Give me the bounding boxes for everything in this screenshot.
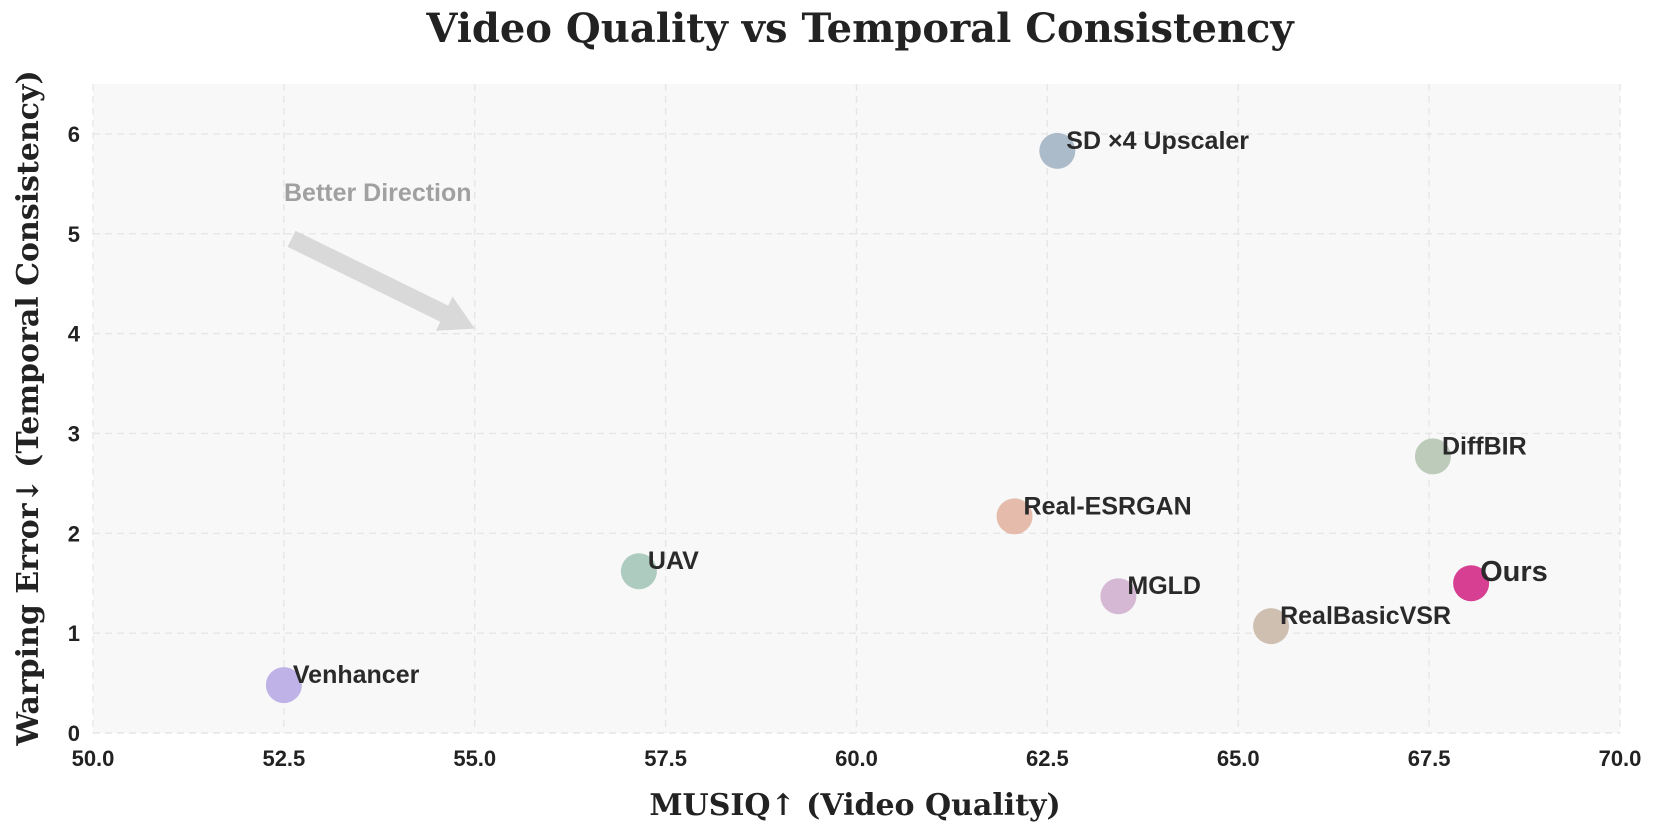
x-tick-label: 60.0 xyxy=(835,746,878,771)
y-tick-label: 4 xyxy=(68,322,81,347)
annotation-text: Better Direction xyxy=(284,179,472,207)
grid xyxy=(92,84,1621,734)
x-tick-label: 57.5 xyxy=(644,746,687,771)
better-direction-arrow-icon xyxy=(287,230,475,331)
x-tick-label: 52.5 xyxy=(262,746,305,771)
x-tick-label: 62.5 xyxy=(1026,746,1069,771)
point-label-real-esrgan: Real-ESRGAN xyxy=(1024,492,1192,520)
point-realbasicvsr xyxy=(1253,608,1290,645)
point-ours xyxy=(1453,565,1490,602)
y-tick-label: 3 xyxy=(68,421,80,446)
y-tick-label: 0 xyxy=(68,721,80,746)
point-label-mgld: MGLD xyxy=(1127,572,1201,600)
point-label-diffbir: DiffBIR xyxy=(1442,432,1527,460)
point-label-uav: UAV xyxy=(648,547,699,575)
y-tick-label: 2 xyxy=(68,521,80,546)
point-label-sd-4-upscaler: SD ×4 Upscaler xyxy=(1066,127,1249,155)
x-axis-label: MUSIQ↑ (Video Quality) xyxy=(649,788,1060,823)
point-venhancer xyxy=(265,667,302,704)
better-direction-annotation: Better Direction xyxy=(284,179,475,331)
point-labels: SD ×4 Upscaler DiffBIR Real-ESRGAN UAV MGLD O… xyxy=(293,127,1548,689)
y-tick-label: 5 xyxy=(68,222,80,247)
x-tick-label: 70.0 xyxy=(1599,746,1642,771)
point-uav xyxy=(620,553,657,590)
y-axis-ticks: 0 1 2 3 4 5 6 xyxy=(68,122,81,746)
point-label-realbasicvsr: RealBasicVSR xyxy=(1280,602,1451,630)
y-axis-label: Warping Error↓ (Temporal Consistency) xyxy=(11,70,46,746)
point-real-esrgan xyxy=(996,498,1033,535)
point-mgld xyxy=(1100,578,1137,615)
chart-title: Video Quality vs Temporal Consistency xyxy=(425,5,1295,52)
point-label-ours: Ours xyxy=(1480,556,1548,588)
x-tick-label: 65.0 xyxy=(1217,746,1260,771)
point-diffbir xyxy=(1414,438,1451,475)
point-sd-4-upscaler xyxy=(1039,132,1076,169)
y-tick-label: 1 xyxy=(68,621,80,646)
y-tick-label: 6 xyxy=(68,122,80,147)
x-tick-label: 50.0 xyxy=(72,746,115,771)
x-tick-label: 67.5 xyxy=(1408,746,1451,771)
point-label-venhancer: Venhancer xyxy=(293,661,420,689)
x-axis-ticks: 50.0 52.5 55.0 57.5 60.0 62.5 65.0 67.5 70.0 xyxy=(72,746,1642,771)
x-tick-label: 55.0 xyxy=(453,746,496,771)
data-points xyxy=(265,132,1490,704)
